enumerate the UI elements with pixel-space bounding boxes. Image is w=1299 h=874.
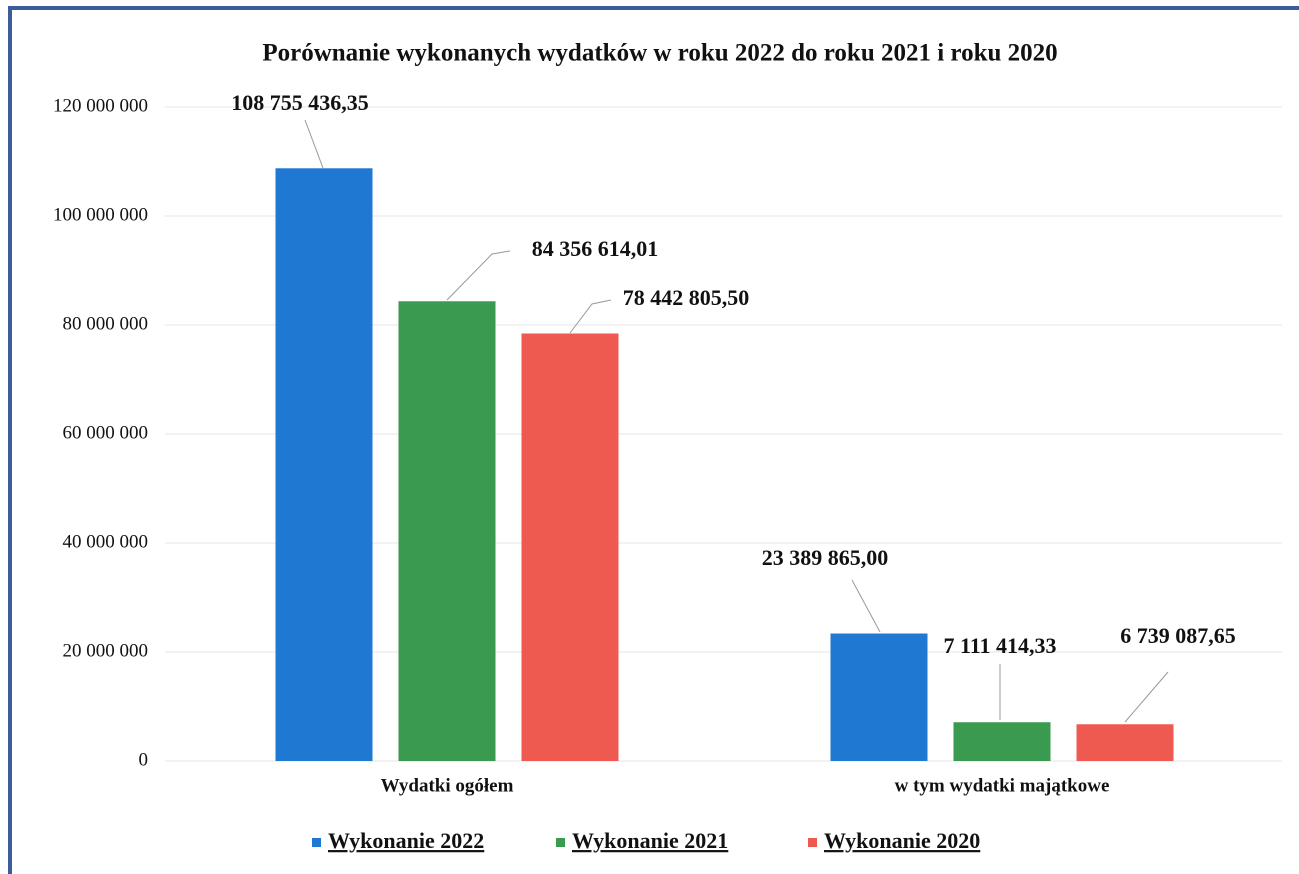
bar — [398, 301, 496, 761]
value-label: 7 111 414,33 — [943, 633, 1056, 658]
bar — [953, 722, 1051, 761]
y-tick-label: 60 000 000 — [63, 422, 149, 443]
value-label: 6 739 087,65 — [1120, 623, 1236, 648]
leader-line — [569, 299, 612, 334]
legend-swatch — [556, 838, 565, 847]
value-label: 108 755 436,35 — [231, 90, 369, 115]
bar — [830, 633, 928, 761]
legend-swatch — [312, 838, 321, 847]
bar — [521, 333, 619, 761]
legend-label: Wykonanie 2021 — [572, 828, 728, 853]
bar — [275, 168, 373, 762]
legend-label: Wykonanie 2022 — [328, 828, 484, 853]
legend-label: Wykonanie 2020 — [824, 828, 980, 853]
bar — [1076, 724, 1174, 761]
leader-line — [851, 579, 881, 633]
value-label: 84 356 614,01 — [532, 236, 659, 261]
leader-line — [1124, 671, 1169, 723]
y-tick-label: 100 000 000 — [53, 204, 148, 225]
y-tick-label: 0 — [139, 749, 149, 770]
y-tick-label: 120 000 000 — [53, 95, 148, 116]
y-tick-label: 80 000 000 — [63, 313, 149, 334]
y-tick-label: 20 000 000 — [63, 640, 149, 661]
x-tick-label: w tym wydatki majątkowe — [895, 775, 1110, 796]
legend-swatch — [808, 838, 817, 847]
x-tick-label: Wydatki ogółem — [381, 775, 514, 796]
y-tick-label: 40 000 000 — [63, 531, 149, 552]
chart-title: Porównanie wykonanych wydatków w roku 20… — [262, 40, 1057, 67]
value-label: 23 389 865,00 — [762, 545, 889, 570]
leader-line — [304, 119, 324, 169]
leader-line — [446, 250, 511, 301]
value-label: 78 442 805,50 — [623, 285, 750, 310]
